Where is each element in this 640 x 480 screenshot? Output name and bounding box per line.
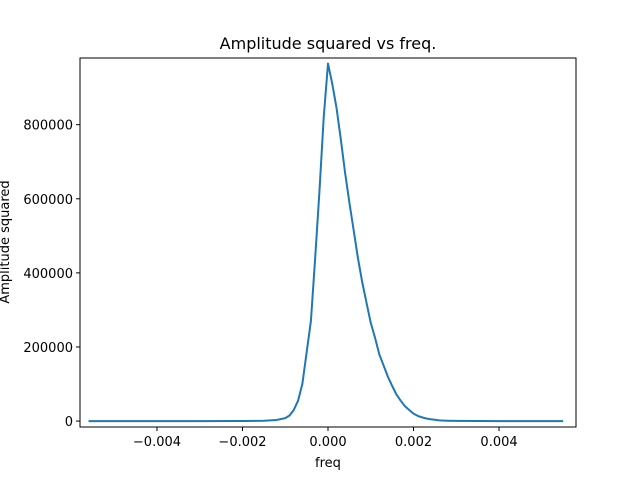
- plot-frame: [79, 57, 577, 428]
- plot-area: [88, 62, 564, 423]
- x-tick-label: −0.002: [218, 435, 266, 450]
- y-tick-label: 0: [65, 415, 73, 430]
- y-tick-label: 600000: [23, 193, 73, 208]
- x-tick-label: −0.004: [133, 435, 181, 450]
- y-tick-label: 400000: [23, 267, 73, 282]
- x-axis-label: freq: [315, 456, 341, 471]
- y-axis: 0 200000 400000 600000 800000: [23, 119, 80, 430]
- chart-title: Amplitude squared vs freq.: [220, 34, 437, 53]
- x-tick-label: 0.000: [309, 435, 346, 450]
- x-axis: −0.004 −0.002 0.000 0.002 0.004: [133, 427, 518, 450]
- y-tick-label: 800000: [23, 119, 73, 134]
- x-tick-label: 0.004: [480, 435, 517, 450]
- y-tick-label: 200000: [23, 341, 73, 356]
- y-axis-label: Amplitude squared: [0, 180, 13, 303]
- x-tick-label: 0.002: [395, 435, 432, 450]
- series-line: [88, 62, 564, 423]
